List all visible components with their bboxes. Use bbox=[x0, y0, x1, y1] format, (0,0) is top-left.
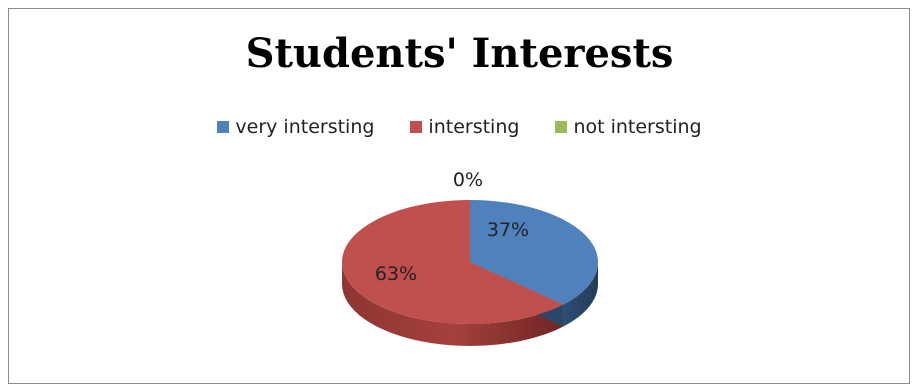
pie-group bbox=[342, 200, 599, 346]
legend-swatch-intersting bbox=[410, 121, 423, 133]
data-label-intersting: 63% bbox=[375, 263, 417, 285]
data-label-very-intersting: 37% bbox=[487, 219, 529, 241]
data-label-not-intersting: 0% bbox=[453, 169, 483, 191]
legend-item-intersting: intersting bbox=[410, 116, 519, 138]
chart-title: Students' Interests bbox=[245, 30, 674, 77]
pie-side-intersting bbox=[342, 262, 564, 346]
legend-label-very-intersting: very intersting bbox=[235, 116, 375, 138]
legend-swatch-very-intersting bbox=[217, 121, 230, 133]
legend-item-very-intersting: very intersting bbox=[217, 116, 374, 138]
legend: very intersting intersting not interstin… bbox=[0, 116, 919, 138]
legend-label-not-intersting: not intersting bbox=[573, 116, 702, 138]
legend-swatch-not-intersting bbox=[555, 121, 568, 133]
pie-side-very-intersting bbox=[563, 262, 598, 327]
legend-label-intersting: intersting bbox=[428, 116, 520, 138]
pie-slice-intersting bbox=[342, 200, 564, 324]
data-labels: 37% 63% 0% bbox=[375, 169, 529, 285]
pie-slice-very-intersting bbox=[470, 200, 599, 305]
legend-item-not-intersting: not intersting bbox=[555, 116, 702, 138]
